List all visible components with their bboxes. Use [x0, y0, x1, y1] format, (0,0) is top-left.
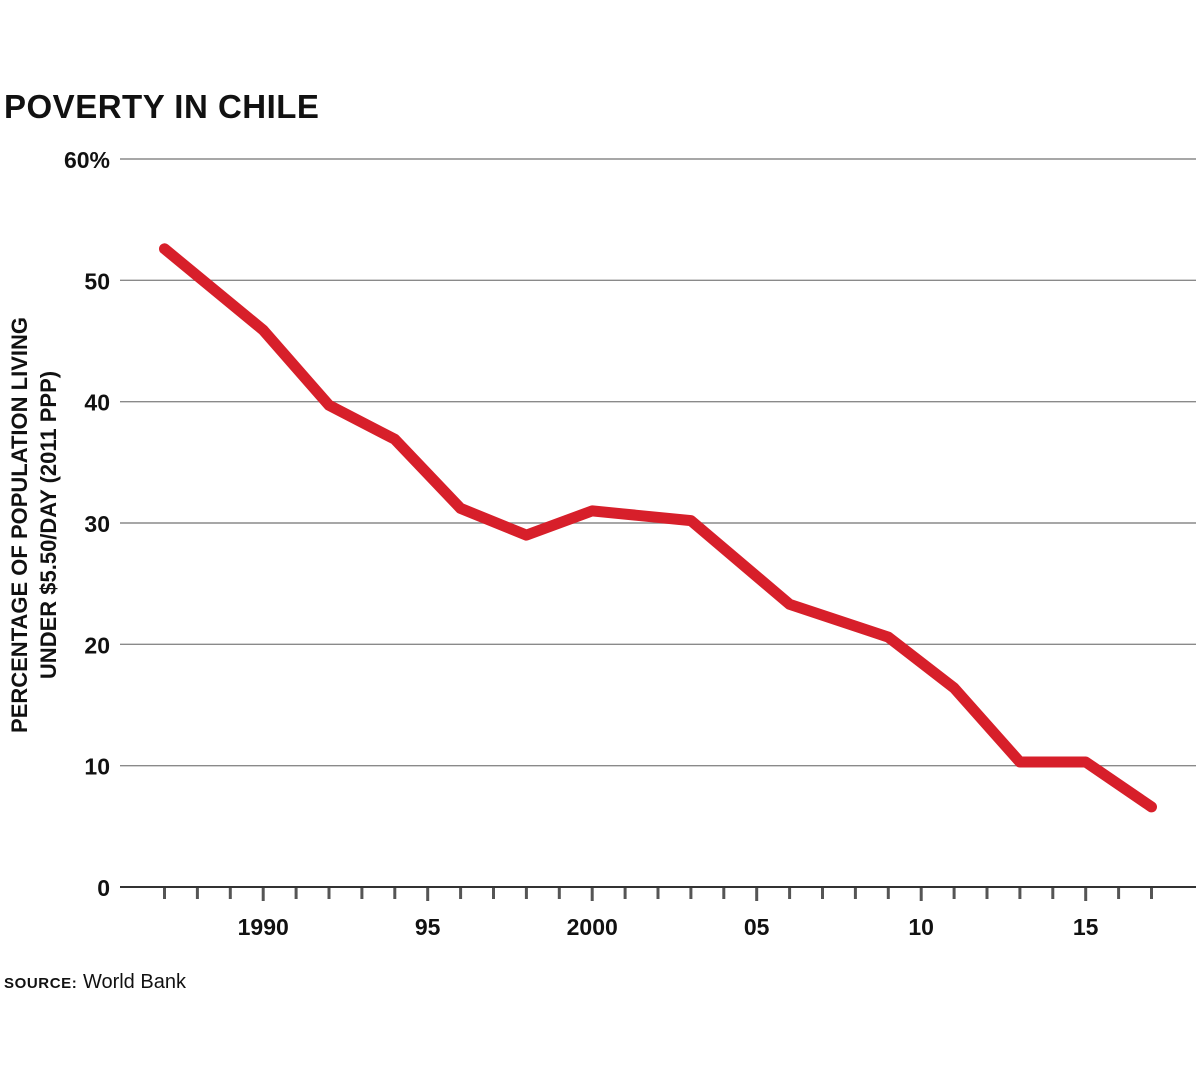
gridlines: [120, 158, 1196, 767]
y-tick-label: 50: [84, 268, 110, 294]
x-axis-ticks: 1990 95 2000 05 10 15: [238, 914, 1099, 940]
y-axis-label-line-2: UNDER $5.50/DAY (2011 PPP): [36, 371, 61, 679]
y-tick-label: 0: [97, 875, 110, 901]
y-axis-label-line-1: PERCENTAGE OF POPULATION LIVING: [7, 317, 32, 733]
x-tick-label: 15: [1073, 914, 1099, 940]
x-tick-label: 05: [744, 914, 770, 940]
x-tick-label: 2000: [567, 914, 618, 940]
series-line: [159, 243, 1157, 813]
y-tick-label: 20: [84, 632, 110, 658]
x-tick-label: 95: [415, 914, 441, 940]
x-tick-label: 1990: [238, 914, 289, 940]
y-tick-label: 30: [84, 511, 110, 537]
chart-title: POVERTY IN CHILE: [4, 88, 320, 125]
y-tick-label: 40: [84, 390, 110, 416]
source-text: World Bank: [82, 971, 186, 993]
x-axis: [120, 886, 1196, 901]
series-group: [159, 243, 1157, 813]
source-label: SOURCE:: [4, 975, 78, 992]
y-tick-label: 10: [84, 754, 110, 780]
y-tick-label: 60%: [64, 147, 110, 173]
source-note: SOURCE: World Bank: [4, 971, 186, 994]
x-tick-label: 10: [908, 914, 934, 940]
y-axis-ticks: 0 10 20 30 40 50 60%: [64, 147, 110, 901]
